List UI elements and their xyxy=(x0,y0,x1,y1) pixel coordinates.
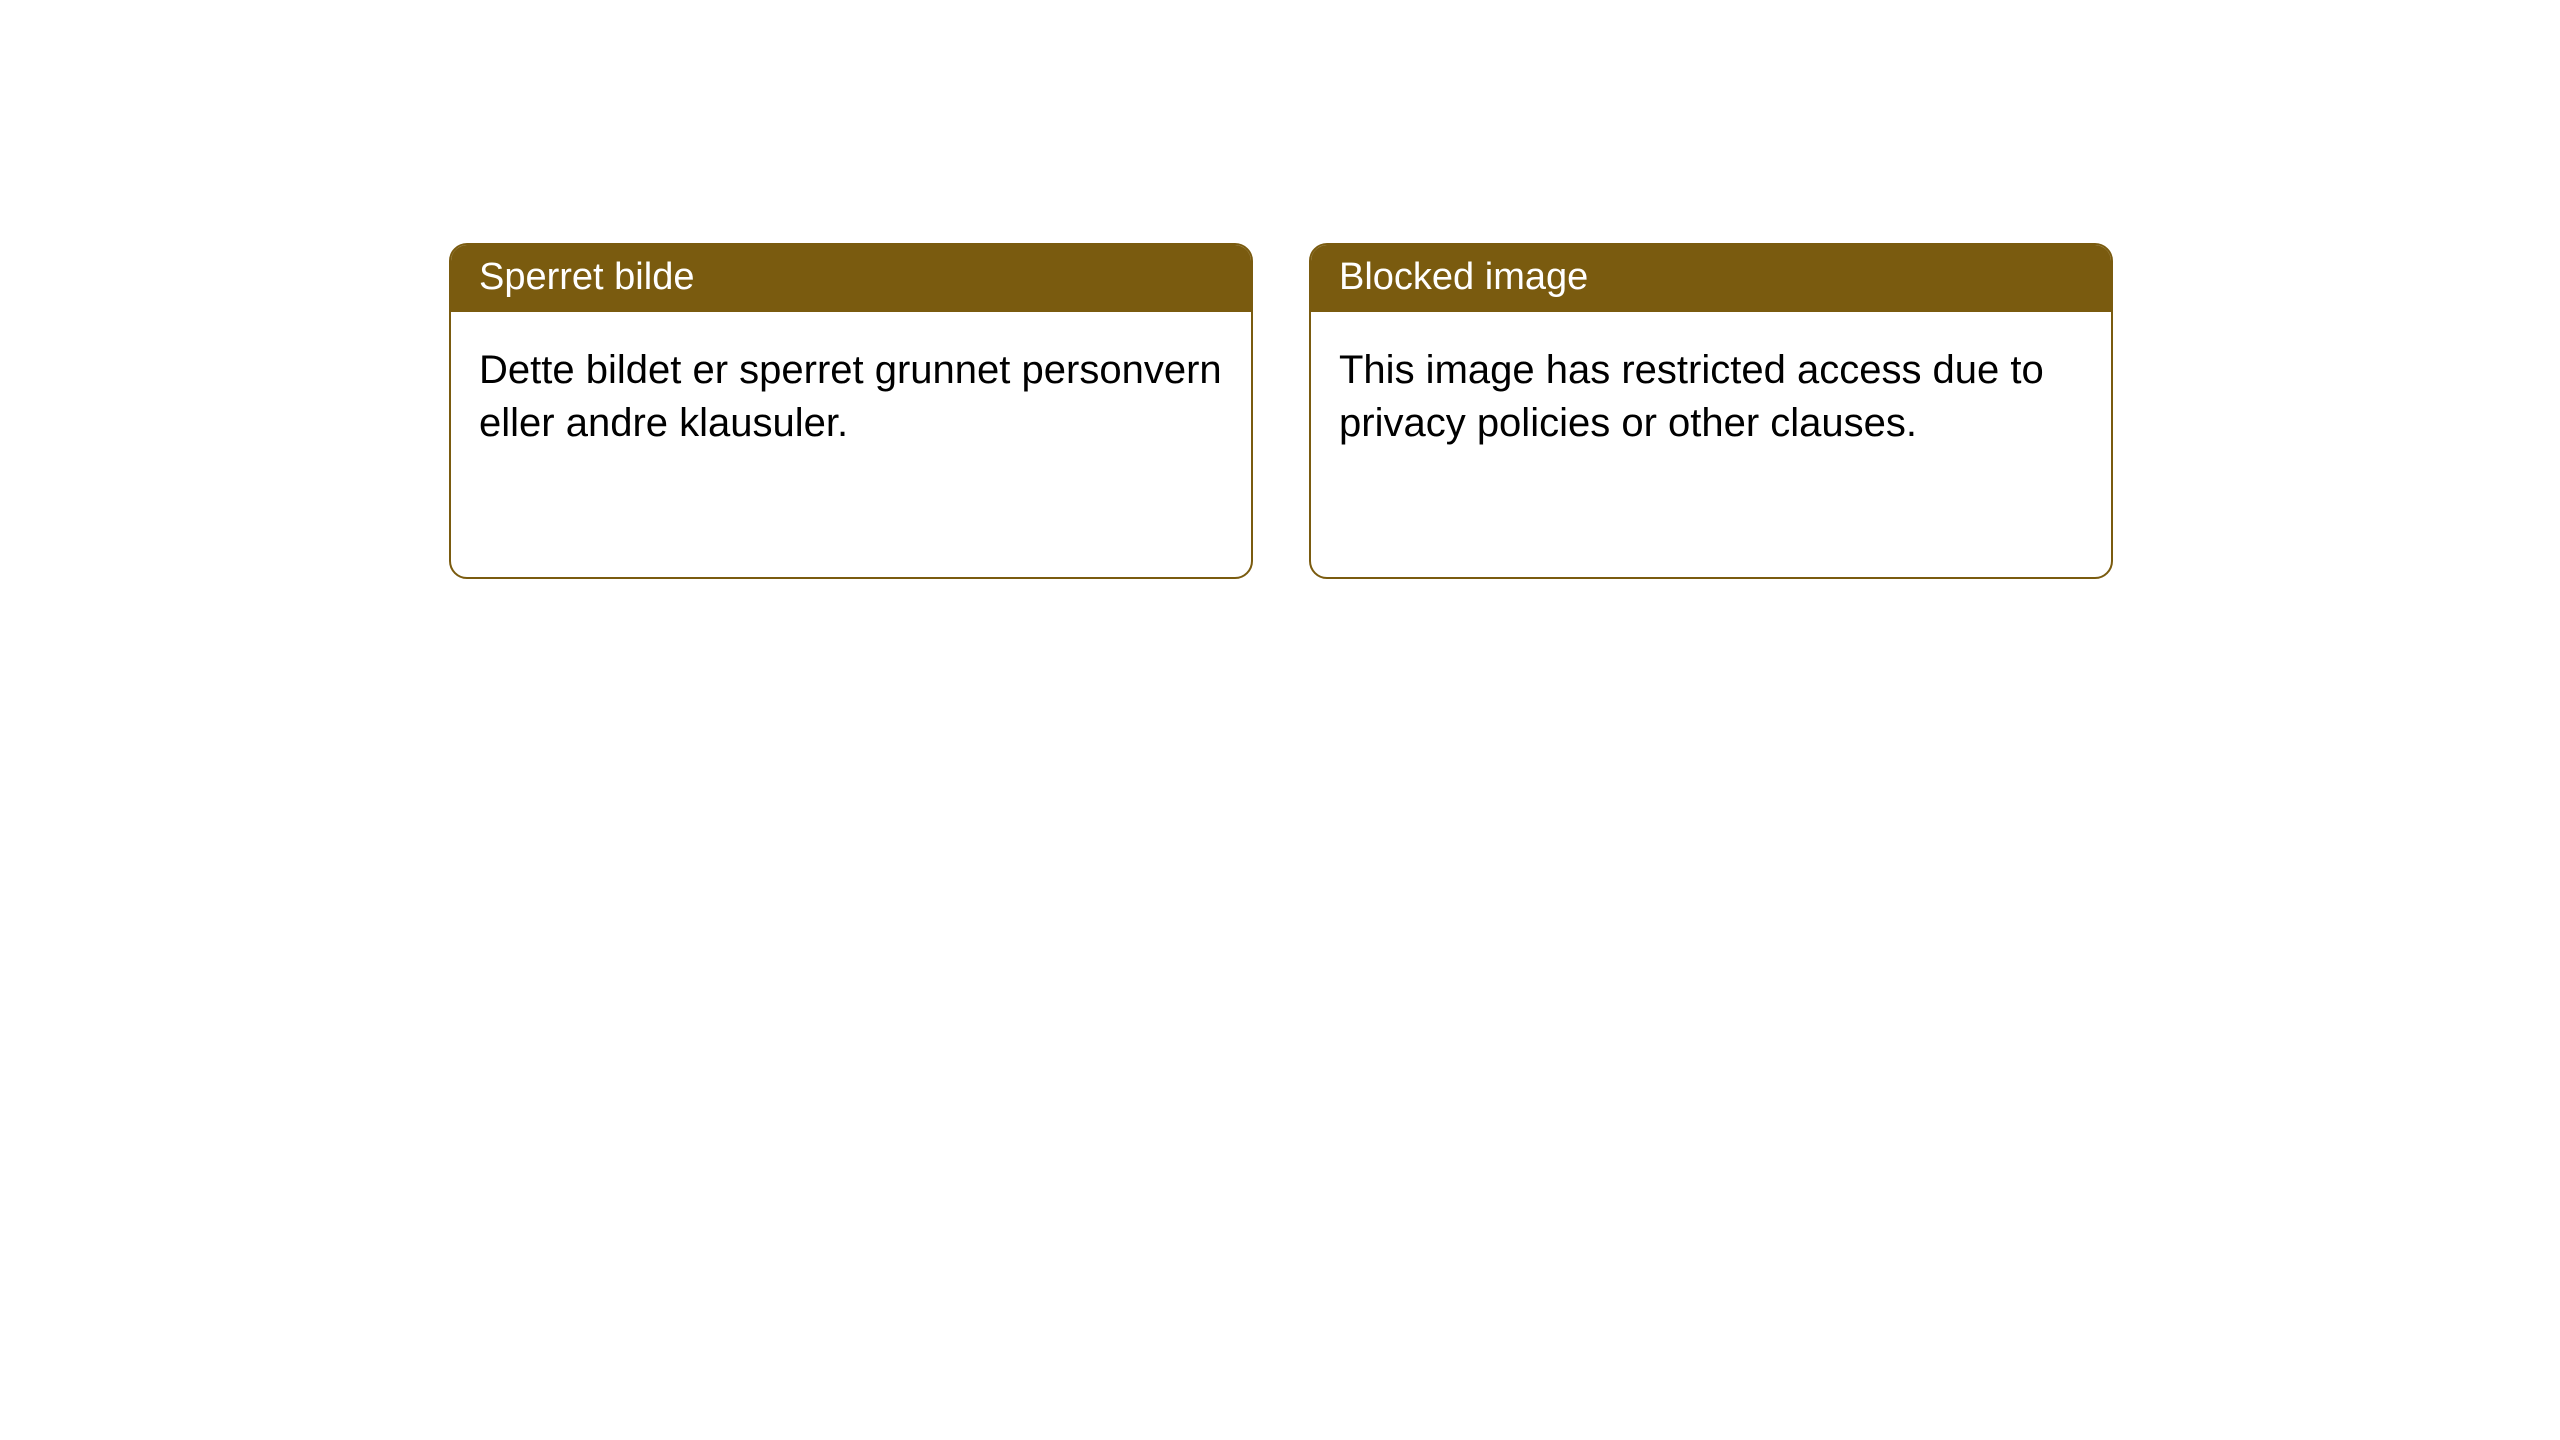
notice-card-header: Blocked image xyxy=(1311,245,2111,312)
notice-card-body: This image has restricted access due to … xyxy=(1311,312,2111,482)
notice-card-english: Blocked image This image has restricted … xyxy=(1309,243,2113,579)
notice-cards-container: Sperret bilde Dette bildet er sperret gr… xyxy=(0,0,2560,579)
notice-card-header: Sperret bilde xyxy=(451,245,1251,312)
notice-card-body: Dette bildet er sperret grunnet personve… xyxy=(451,312,1251,482)
notice-card-norwegian: Sperret bilde Dette bildet er sperret gr… xyxy=(449,243,1253,579)
